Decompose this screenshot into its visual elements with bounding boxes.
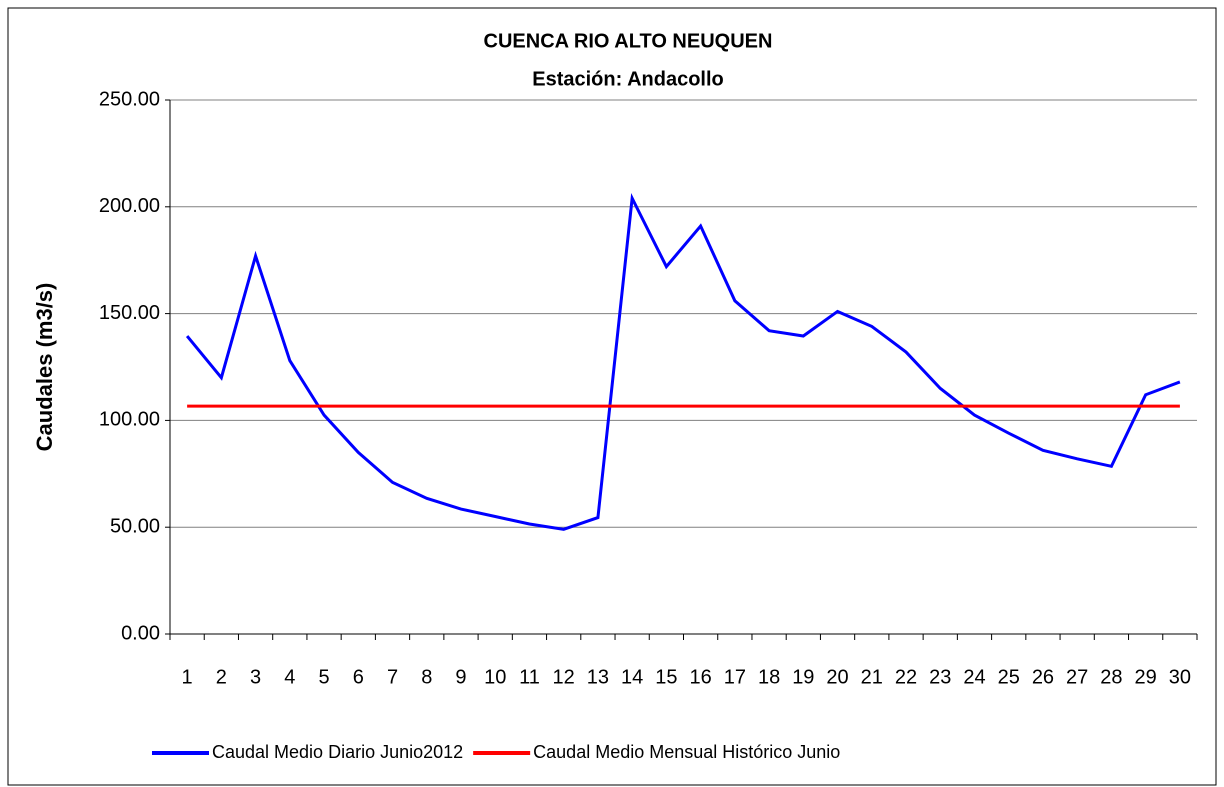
x-tick-label: 28: [1100, 666, 1122, 688]
x-tick-label: 20: [826, 666, 848, 688]
chart-title: CUENCA RIO ALTO NEUQUEN: [484, 30, 773, 52]
x-tick-label: 15: [655, 666, 677, 688]
x-tick-label: 17: [724, 666, 746, 688]
x-tick-label: 12: [553, 666, 575, 688]
x-tick-label: 22: [895, 666, 917, 688]
x-tick-label: 4: [284, 666, 295, 688]
x-tick-label: 13: [587, 666, 609, 688]
chart-subtitle: Estación: Andacollo: [532, 68, 724, 90]
x-tick-label: 6: [353, 666, 364, 688]
x-tick-label: 23: [929, 666, 951, 688]
x-tick-label: 10: [484, 666, 506, 688]
x-tick-label: 14: [621, 666, 643, 688]
series-line: [185, 193, 1181, 531]
x-tick-label: 11: [519, 666, 540, 688]
x-tick-label: 27: [1066, 666, 1088, 688]
y-axis-title: Caudales (m3/s): [32, 283, 57, 452]
x-tick-label: 21: [861, 666, 883, 688]
y-tick-label: 200.00: [99, 195, 160, 217]
x-tick-label: 8: [421, 666, 432, 688]
y-tick-label: 100.00: [99, 409, 160, 431]
x-tick-label: 19: [792, 666, 814, 688]
x-tick-label: 24: [963, 666, 985, 688]
y-tick-label: 150.00: [99, 302, 160, 324]
x-tick-label: 3: [250, 666, 261, 688]
x-tick-label: 29: [1135, 666, 1157, 688]
legend-label: Caudal Medio Diario Junio2012: [212, 742, 463, 762]
x-tick-label: 9: [455, 666, 466, 688]
x-tick-label: 26: [1032, 666, 1054, 688]
x-tick-label: 1: [182, 666, 193, 688]
y-tick-label: 50.00: [110, 515, 160, 537]
x-tick-label: 16: [689, 666, 711, 688]
x-tick-label: 18: [758, 666, 780, 688]
x-tick-label: 2: [216, 666, 227, 688]
y-tick-label: 250.00: [99, 88, 160, 110]
y-tick-label: 0.00: [121, 622, 160, 644]
x-tick-label: 25: [998, 666, 1020, 688]
x-tick-label: 7: [387, 666, 398, 688]
x-tick-label: 30: [1169, 666, 1191, 688]
legend-label: Caudal Medio Mensual Histórico Junio: [533, 742, 840, 762]
x-tick-label: 5: [318, 666, 329, 688]
